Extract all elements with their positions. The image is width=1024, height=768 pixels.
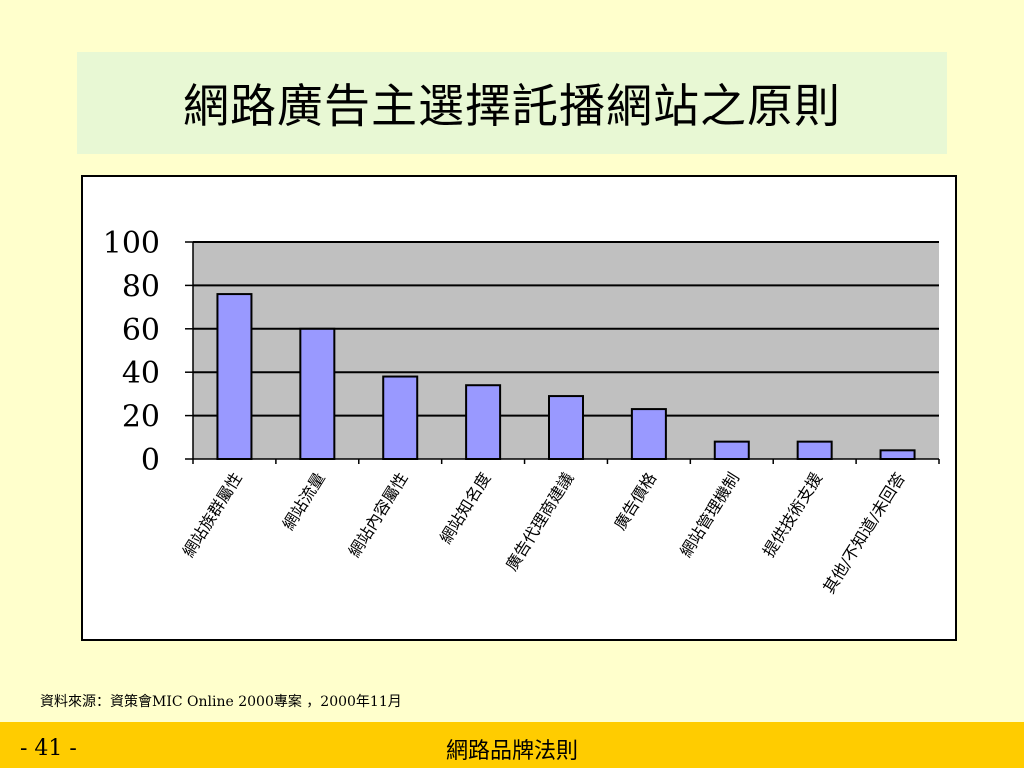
x-category-label: 網站流量 bbox=[279, 469, 329, 533]
x-category-label: 網站內容屬性 bbox=[345, 469, 412, 560]
bar bbox=[713, 440, 750, 461]
bar bbox=[216, 293, 253, 460]
y-tick-label: 20 bbox=[122, 400, 160, 435]
y-tick-label: 80 bbox=[122, 269, 160, 304]
bar bbox=[299, 327, 336, 460]
chart-frame: 0 20 40 60 80 100 網站族群屬性 網站流量 網站內容屬性 網站知名度 廣告代理商建… bbox=[81, 175, 957, 641]
x-category-label: 廣告代理商建議 bbox=[502, 469, 577, 574]
x-category-label: 網站族群屬性 bbox=[179, 469, 246, 560]
axes bbox=[185, 241, 940, 464]
slide-title: 網路廣告主選擇託播網站之原則 bbox=[183, 79, 841, 133]
bar bbox=[382, 375, 419, 460]
footer-title: 網路品牌法則 bbox=[445, 739, 578, 764]
y-tick-label: 0 bbox=[141, 443, 160, 478]
title-box: 網路廣告主選擇託播網站之原則 bbox=[77, 52, 947, 154]
bar bbox=[548, 395, 584, 461]
x-category-label: 其他/不知道/未回答 bbox=[819, 469, 909, 597]
y-tick-labels: 0 20 40 60 80 100 bbox=[103, 226, 160, 478]
bar bbox=[796, 440, 833, 461]
x-category-labels: 網站族群屬性 網站流量 網站內容屬性 網站知名度 廣告代理商建議 廣告價格 網站管理機制 提供… bbox=[179, 469, 909, 597]
y-tick-label: 60 bbox=[122, 313, 160, 348]
page-number: - 41 - bbox=[20, 736, 77, 761]
y-tick-label: 100 bbox=[103, 226, 160, 261]
x-category-label: 廣告價格 bbox=[610, 469, 660, 533]
bar-chart: 0 20 40 60 80 100 網站族群屬性 網站流量 網站內容屬性 網站知名度 廣告代理商建… bbox=[103, 226, 940, 597]
bar bbox=[465, 384, 502, 460]
bars bbox=[216, 293, 916, 461]
bar bbox=[879, 449, 916, 461]
x-category-label: 網站管理機制 bbox=[676, 469, 743, 560]
x-category-label: 網站知名度 bbox=[436, 469, 495, 547]
y-tick-label: 40 bbox=[122, 356, 160, 391]
source-note: 資料來源：資策會MIC Online 2000專案 ，2000年11月 bbox=[40, 694, 402, 710]
x-category-label: 提供技術支援 bbox=[759, 469, 826, 560]
bar bbox=[630, 408, 667, 460]
footer-bar bbox=[0, 722, 1024, 768]
